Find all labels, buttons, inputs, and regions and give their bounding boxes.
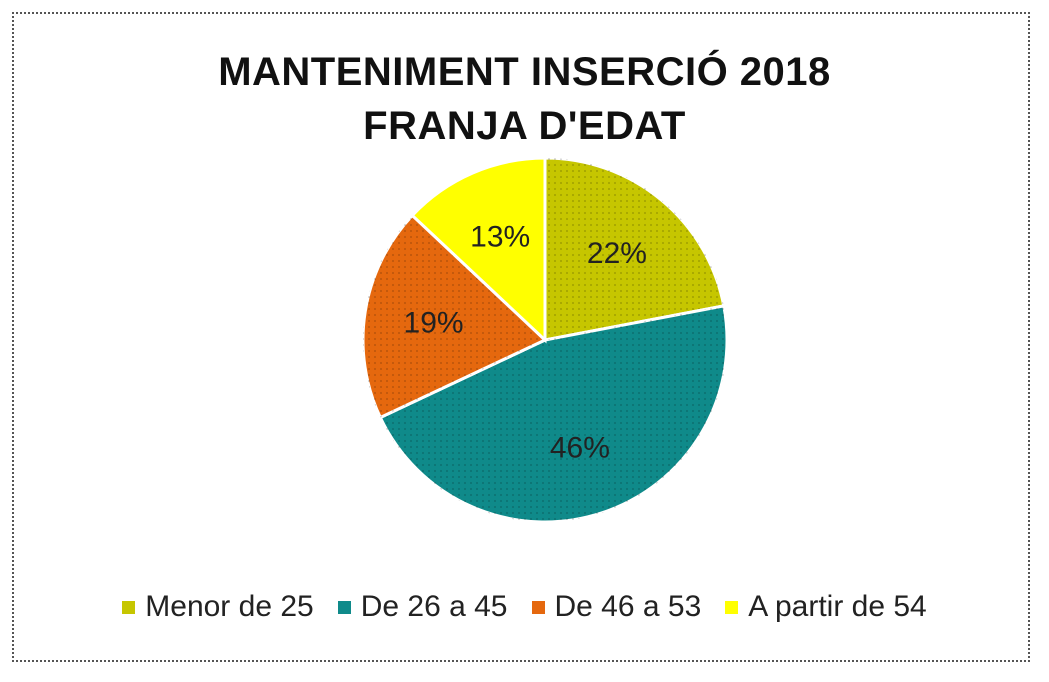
pie-slice-texture — [380, 305, 728, 523]
data-label-54-plus: 13% — [470, 220, 530, 253]
legend-swatch — [725, 600, 739, 614]
legend-label: Menor de 25 — [145, 590, 314, 623]
chart-subtitle: FRANJA D'EDAT — [363, 104, 686, 148]
data-label-26-45: 46% — [550, 431, 610, 464]
chart-legend: Menor de 25 De 26 a 45 De 46 a 53 A part… — [0, 590, 1049, 624]
pie-slice-texture — [545, 158, 724, 340]
data-label-46-53: 19% — [404, 306, 464, 339]
legend-item-54-plus: A partir de 54 — [725, 590, 927, 624]
legend-item-26-45: De 26 a 45 — [337, 590, 508, 624]
legend-label: De 46 a 53 — [554, 590, 702, 623]
pie-slice-texture — [363, 215, 545, 418]
legend-item-menor-25: Menor de 25 — [122, 590, 314, 624]
legend-swatch — [122, 600, 136, 614]
chart-title: MANTENIMENT INSERCIÓ 2018 — [218, 50, 831, 94]
pie-slice-54-plus — [410, 156, 547, 344]
legend-swatch — [531, 600, 545, 614]
legend-item-46-53: De 46 a 53 — [531, 590, 702, 624]
legend-swatch — [337, 600, 351, 614]
data-label-menor-25: 22% — [587, 237, 647, 270]
legend-label: De 26 a 45 — [360, 590, 508, 623]
legend-label: A partir de 54 — [748, 590, 927, 623]
